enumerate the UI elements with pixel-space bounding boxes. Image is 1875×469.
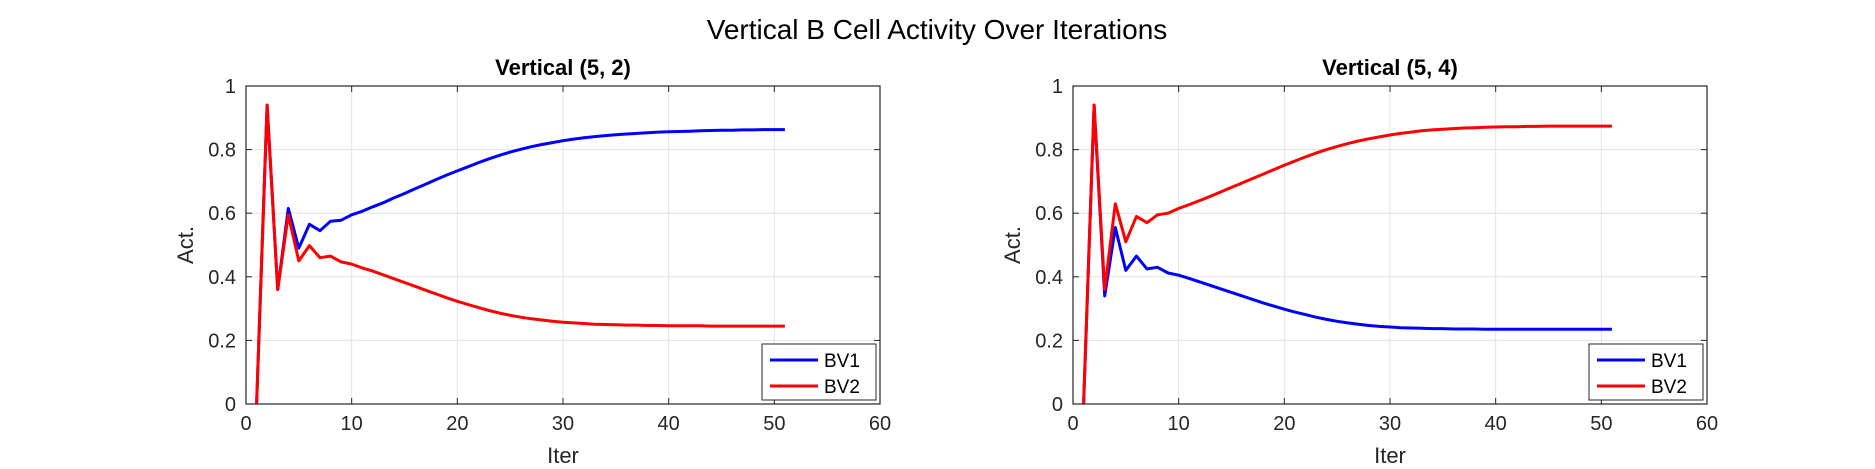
- x-tick-label: 30: [1379, 413, 1401, 435]
- x-tick-label: 40: [658, 413, 680, 435]
- y-axis-label: Act.: [1000, 226, 1025, 264]
- y-tick-label: 0.4: [208, 267, 236, 289]
- x-tick-label: 20: [1273, 413, 1295, 435]
- y-axis-label: Act.: [173, 226, 198, 264]
- series-line-bv1: [1082, 103, 1612, 405]
- x-axis-label: Iter: [547, 443, 579, 468]
- y-tick-label: 1: [1052, 76, 1063, 98]
- y-tick-label: 0: [1052, 394, 1063, 416]
- x-axis-label: Iter: [1374, 443, 1406, 468]
- x-tick-label: 60: [1696, 413, 1718, 435]
- legend-label-bv2: BV2: [824, 377, 860, 398]
- legend-box: [761, 343, 877, 401]
- y-tick-label: 0.8: [1035, 140, 1063, 162]
- subplot-left: 0 10 20 30 40 50 60 0 0.2 0.4 0.6 0.8 1 Vertical (5, …: [173, 55, 891, 468]
- x-tick-label: 40: [1485, 413, 1507, 435]
- x-tick-label: 50: [763, 413, 785, 435]
- series-line-bv2: [255, 103, 785, 405]
- y-tick-label: 1: [225, 76, 236, 98]
- y-tick-label: 0.8: [208, 140, 236, 162]
- legend-label-bv1: BV1: [1651, 351, 1687, 372]
- y-tick-label: 0.2: [1035, 330, 1063, 352]
- series-line-bv2: [1082, 103, 1612, 405]
- legend-box: [1588, 343, 1704, 401]
- x-tick-label: 30: [552, 413, 574, 435]
- y-tick-label: 0.4: [1035, 267, 1063, 289]
- legend-label-bv1: BV1: [824, 351, 860, 372]
- y-tick-label: 0: [225, 394, 236, 416]
- y-tick-label: 0.6: [208, 203, 236, 225]
- x-tick-label: 60: [869, 413, 891, 435]
- legend-label-bv2: BV2: [1651, 377, 1687, 398]
- subplot-right: 0 10 20 30 40 50 60 0 0.2 0.4 0.6 0.8 1 Vertical (5, …: [1000, 55, 1718, 468]
- subplot-title: Vertical (5, 2): [495, 55, 631, 80]
- x-tick-label: 0: [240, 413, 251, 435]
- x-tick-label: 20: [446, 413, 468, 435]
- x-tick-label: 50: [1590, 413, 1612, 435]
- x-tick-label: 10: [1168, 413, 1190, 435]
- y-tick-label: 0.2: [208, 330, 236, 352]
- figure-title: Vertical B Cell Activity Over Iterations: [707, 14, 1168, 45]
- subplot-title: Vertical (5, 4): [1322, 55, 1458, 80]
- y-tick-label: 0.6: [1035, 203, 1063, 225]
- series-line-bv1: [255, 103, 785, 405]
- x-tick-label: 0: [1067, 413, 1078, 435]
- x-tick-label: 10: [341, 413, 363, 435]
